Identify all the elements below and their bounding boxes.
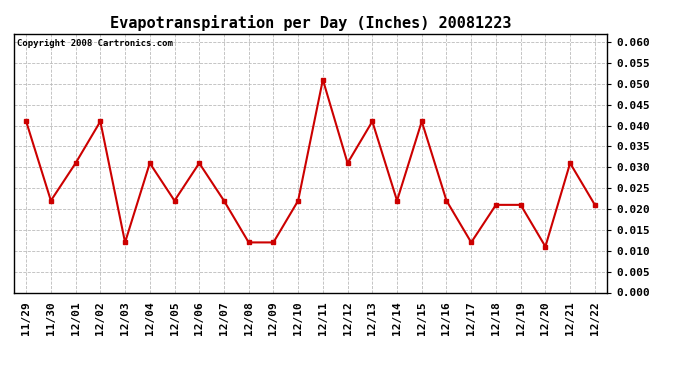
- Text: Copyright 2008 Cartronics.com: Copyright 2008 Cartronics.com: [17, 39, 172, 48]
- Title: Evapotranspiration per Day (Inches) 20081223: Evapotranspiration per Day (Inches) 2008…: [110, 15, 511, 31]
